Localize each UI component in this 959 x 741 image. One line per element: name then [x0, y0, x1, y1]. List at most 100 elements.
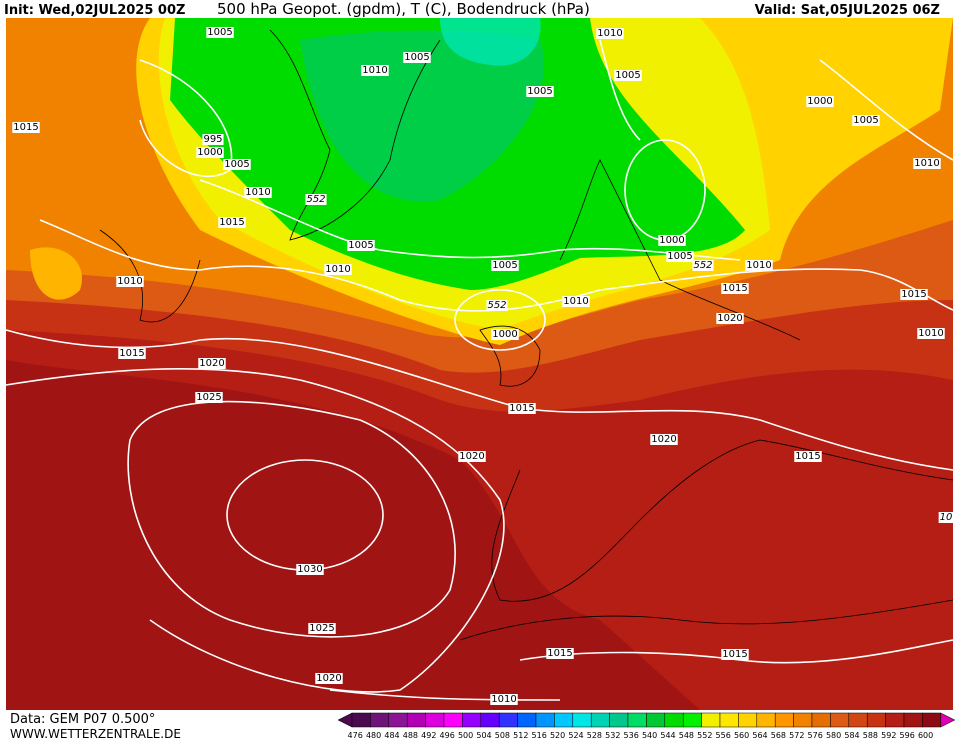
label-box — [526, 86, 554, 97]
contour-label: 1010 — [117, 276, 142, 287]
label-box — [490, 694, 518, 705]
contour-label: 1010 — [918, 328, 943, 339]
contour-label: 1010 — [563, 296, 588, 307]
colorbar-swatch — [793, 712, 813, 728]
contour-label: 1020 — [199, 358, 224, 369]
label-box — [116, 276, 144, 287]
contour-label: 1005 — [615, 70, 640, 81]
colorbar-label: 500 — [458, 731, 473, 740]
label-box — [347, 240, 375, 251]
label-box — [721, 283, 749, 294]
label-box — [195, 392, 223, 403]
data-source: Data: GEM P07 0.500° — [10, 712, 155, 727]
colorbar-label: 540 — [642, 731, 657, 740]
contour-label: 1005 — [492, 260, 517, 271]
contour-label: 1005 — [348, 240, 373, 251]
contour-label: 1020 — [459, 451, 484, 462]
label-box — [938, 512, 954, 523]
label-box — [913, 158, 941, 169]
label-box — [324, 264, 352, 275]
colorbar-label: 596 — [900, 731, 915, 740]
colorbar-swatch — [774, 712, 794, 728]
contour-label: 1000 — [807, 96, 832, 107]
isobar — [5, 368, 505, 693]
colorbar-label: 544 — [660, 731, 675, 740]
colorbar-swatch — [848, 712, 868, 728]
colorbar: 476 480 484 488 492 496 500 504 508 512 516 520 524 5… — [337, 712, 956, 740]
colorbar-swatch — [738, 712, 758, 728]
contour-label: 1025 — [309, 623, 334, 634]
colorbar-swatch — [922, 712, 942, 728]
init-time: Init: Wed,02JUL2025 00Z — [4, 3, 185, 18]
colorbar-swatch — [756, 712, 776, 728]
colorbar-label: 536 — [624, 731, 639, 740]
colorbar-label: 564 — [752, 731, 767, 740]
label-box — [118, 348, 146, 359]
colorbar-label: 512 — [513, 731, 528, 740]
colorbar-swatch — [572, 712, 592, 728]
label-box — [900, 289, 928, 300]
colorbar-label: 528 — [587, 731, 602, 740]
contour-label: 1010 — [597, 28, 622, 39]
contour-label: 10 — [940, 512, 953, 523]
warm-spot — [30, 247, 82, 300]
label-box — [794, 451, 822, 462]
contour-label: 1015 — [219, 217, 244, 228]
coast-britain — [479, 325, 541, 387]
contour-label: 1015 — [795, 451, 820, 462]
colorbar-label: 572 — [789, 731, 804, 740]
contour-label: 1020 — [717, 313, 742, 324]
colorbar-label: 516 — [532, 731, 547, 740]
label-box — [614, 70, 642, 81]
colorbar-label: 496 — [440, 731, 455, 740]
contour-label: 995 — [203, 134, 222, 145]
colorbar-swatch — [535, 712, 555, 728]
isobar — [127, 400, 456, 638]
contour-label: 1015 — [722, 283, 747, 294]
contour-label: 1005 — [207, 27, 232, 38]
colorbar-label: 480 — [366, 731, 381, 740]
label-box — [721, 649, 749, 660]
colorbar-label: 532 — [605, 731, 620, 740]
colorbar-label: 568 — [771, 731, 786, 740]
contour-label: 1010 — [491, 694, 516, 705]
contour-label: 1020 — [651, 434, 676, 445]
contour-label: 1020 — [316, 673, 341, 684]
map-area: 1005 1010 1005 1010 1005 1000 1005 1015 1005 995 1… — [5, 18, 954, 710]
contour-label: 1015 — [13, 122, 38, 133]
colorbar-label: 552 — [697, 731, 712, 740]
label-box — [491, 329, 519, 340]
colorbar-label: 600 — [918, 731, 933, 740]
label-box — [562, 296, 590, 307]
contour-label: 552 — [487, 300, 506, 311]
contour-label: 1010 — [362, 65, 387, 76]
label-box — [308, 623, 336, 634]
colorbar-swatch — [609, 712, 629, 728]
contour-label: 1015 — [901, 289, 926, 300]
valid-time: Valid: Sat,05JUL2025 06Z — [755, 3, 940, 18]
contour-label: 1015 — [547, 648, 572, 659]
label-box — [658, 235, 686, 246]
colorbar-swatch — [462, 712, 482, 728]
contour-label: 552 — [693, 260, 712, 271]
colorbar-swatch — [830, 712, 850, 728]
label-box — [546, 648, 574, 659]
colorbar-arrow-right — [940, 712, 956, 728]
contour-label: 1005 — [667, 251, 692, 262]
coast-canada — [99, 229, 201, 323]
label-box — [650, 434, 678, 445]
label-box — [806, 96, 834, 107]
label-box — [852, 115, 880, 126]
colorbar-label: 580 — [826, 731, 841, 740]
colorbar-swatch — [370, 712, 390, 728]
colorbar-swatch — [885, 712, 905, 728]
cold-center — [440, 18, 541, 66]
contour-label: 1000 — [197, 147, 222, 158]
contour-labels: 1005 1010 1005 1010 1005 1000 1005 1015 1005 995 1… — [12, 27, 954, 705]
label-box — [458, 451, 486, 462]
contour-label: 1005 — [853, 115, 878, 126]
coast-greenland — [269, 29, 441, 241]
colorbar-swatch — [811, 712, 831, 728]
colorbar-swatch — [590, 712, 610, 728]
